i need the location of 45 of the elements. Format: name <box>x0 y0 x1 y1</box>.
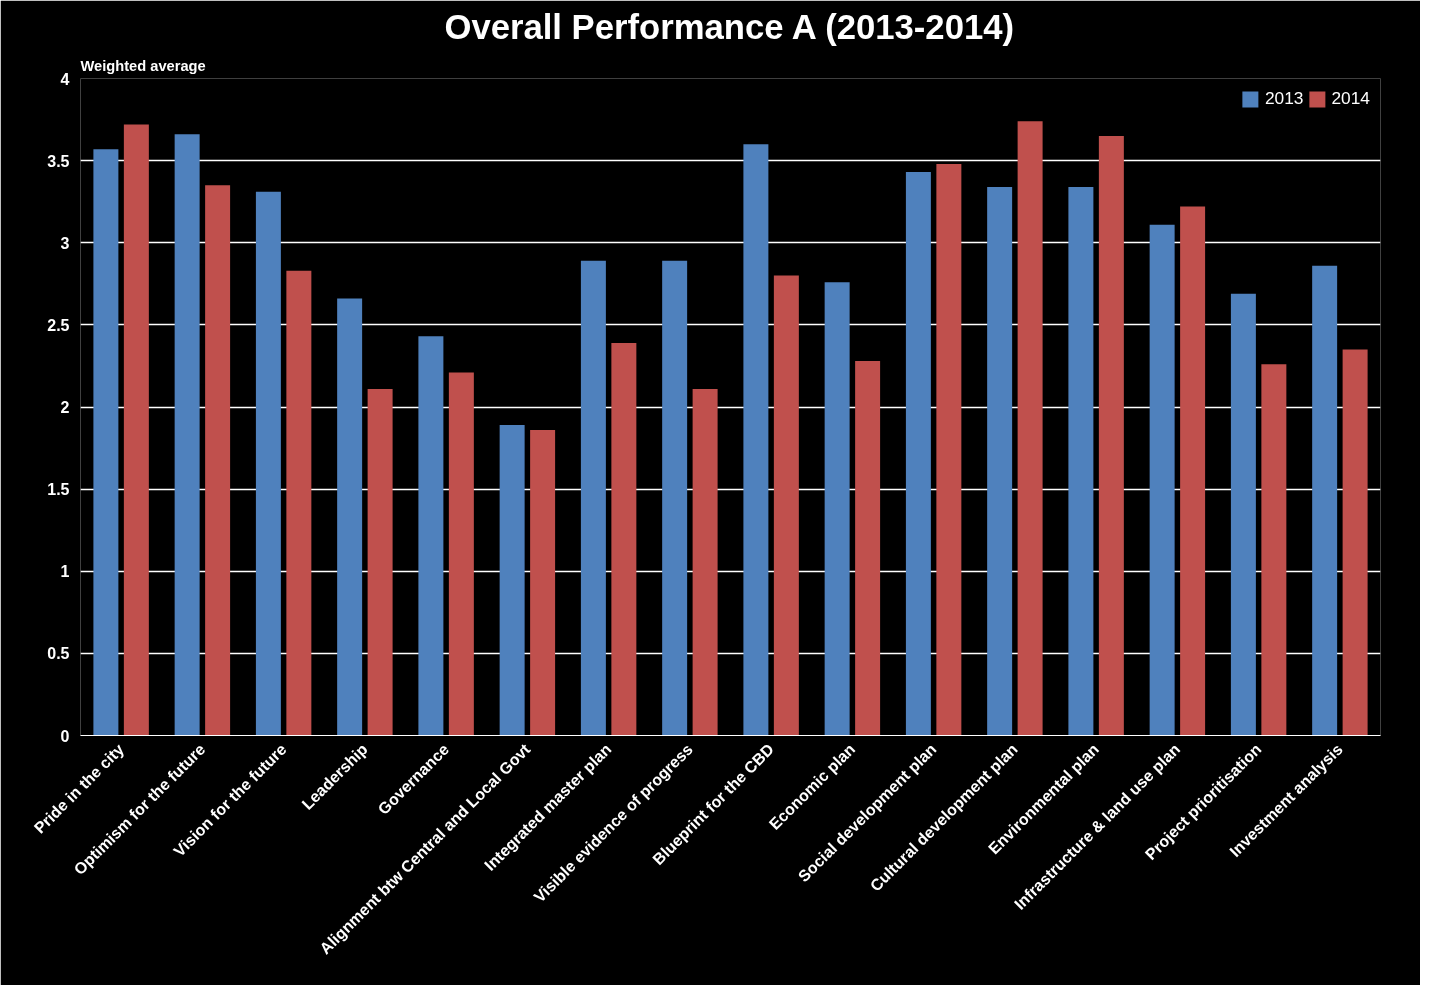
bar <box>367 388 393 736</box>
bar <box>1068 186 1094 736</box>
y-tick-label: 3 <box>60 234 70 252</box>
bar <box>662 260 688 736</box>
y-tick-label: 3.5 <box>47 152 70 170</box>
bar <box>530 429 556 736</box>
y-axis-title: Weighted average <box>80 57 206 74</box>
y-tick-label: 2 <box>60 399 70 416</box>
bar <box>1342 349 1368 736</box>
bar <box>773 275 799 736</box>
bar <box>1312 265 1338 736</box>
bar <box>255 191 281 736</box>
bar <box>987 186 1013 736</box>
bar <box>855 361 881 736</box>
bar <box>1261 364 1287 736</box>
bar <box>1230 293 1256 736</box>
bar <box>448 372 474 736</box>
y-tick-label: 0 <box>60 727 70 745</box>
y-tick-label: 1.5 <box>47 481 70 499</box>
bar <box>123 124 149 736</box>
y-tick-label: 4 <box>60 70 70 88</box>
bar <box>93 149 119 736</box>
bar <box>1180 206 1206 736</box>
bar <box>692 388 718 736</box>
y-tick-label: 2.5 <box>47 316 70 334</box>
bar <box>337 298 363 736</box>
y-tick-label: 1 <box>60 563 70 581</box>
bar <box>1017 121 1043 736</box>
bar <box>499 425 525 736</box>
y-tick-label: 0.5 <box>47 645 70 663</box>
bar <box>611 342 637 736</box>
bar <box>824 282 850 736</box>
bar <box>1098 135 1124 736</box>
legend-label: 2013 <box>1264 88 1304 109</box>
bar <box>936 163 962 736</box>
bar <box>905 172 931 736</box>
legend-label: 2014 <box>1331 88 1370 109</box>
bar <box>286 270 312 736</box>
bar <box>580 260 606 736</box>
bar <box>418 336 444 736</box>
bar <box>174 134 200 736</box>
bar <box>205 185 231 736</box>
bar <box>743 144 769 736</box>
chart-title: Overall Performance A (2013-2014) <box>444 7 1014 46</box>
bar <box>1149 224 1175 736</box>
